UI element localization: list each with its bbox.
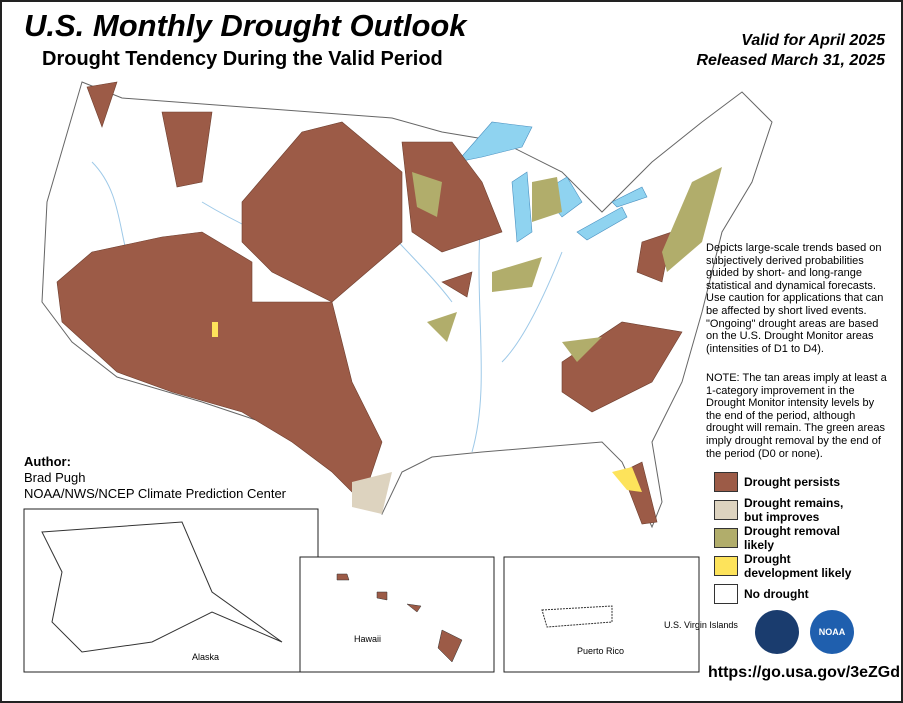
alaska-label: Alaska <box>192 652 219 662</box>
legend-item: Drought development likely <box>714 552 901 580</box>
title: U.S. Monthly Drought Outlook <box>24 8 467 43</box>
puerto-rico-label: Puerto Rico <box>577 646 624 656</box>
doc-seal <box>755 610 799 654</box>
release-date: Released March 31, 2025 <box>696 52 885 69</box>
noaa-logo <box>810 610 854 654</box>
author-org: NOAA/NWS/NCEP Climate Prediction Center <box>24 486 287 501</box>
inset-boxes <box>23 508 700 673</box>
author-name: Brad Pugh <box>24 470 86 485</box>
legend-swatch <box>714 528 738 548</box>
legend-item: No drought <box>714 580 901 608</box>
legend-swatch <box>714 584 738 604</box>
drought-removal-areas <box>412 167 722 362</box>
hawaii-islands <box>336 573 463 663</box>
legend-item: Drought removal likely <box>714 524 901 552</box>
legend-swatch <box>714 472 738 492</box>
legend-label: No drought <box>744 587 809 601</box>
legend-swatch <box>714 556 738 576</box>
legend-label: Drought remains, but improves <box>744 496 844 524</box>
subtitle: Drought Tendency During the Valid Period <box>42 48 443 70</box>
great-lakes <box>456 121 648 243</box>
virgin-islands-label: U.S. Virgin Islands <box>664 620 738 630</box>
author: Author: Brad Pugh NOAA/NWS/NCEP Climate … <box>24 454 286 502</box>
legend-swatch <box>714 500 738 520</box>
legend: Drought persists Drought remains, but imp… <box>714 468 901 608</box>
legend-item: Drought remains, but improves <box>714 496 901 524</box>
author-label: Author: <box>24 454 71 469</box>
url: https://go.usa.gov/3eZGd <box>708 664 901 681</box>
legend-label: Drought development likely <box>744 552 852 580</box>
legend-item: Drought persists <box>714 468 901 496</box>
noaa-logo-text: NOAA <box>819 627 846 637</box>
puerto-rico-outline <box>541 605 613 628</box>
drought-improves-area <box>352 472 392 514</box>
legend-label: Drought persists <box>744 475 841 489</box>
valid-period: Valid for April 2025 <box>741 32 885 49</box>
description: Depicts large-scale trends based on subj… <box>706 242 884 355</box>
hawaii-label: Hawaii <box>354 634 381 644</box>
us-outline <box>41 81 773 529</box>
note: NOTE: The tan areas imply at least a 1-c… <box>706 372 887 460</box>
alaska-outline <box>41 521 283 653</box>
legend-label: Drought removal likely <box>744 524 841 552</box>
